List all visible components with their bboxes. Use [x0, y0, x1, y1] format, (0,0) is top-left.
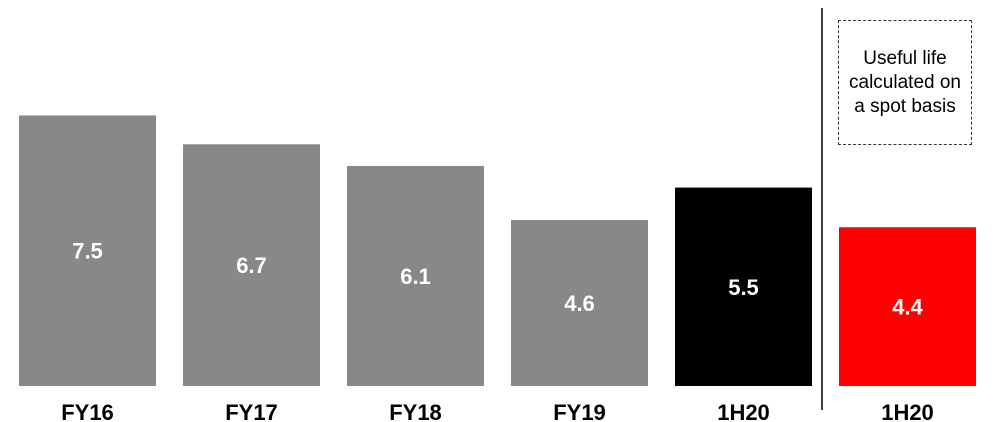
- bar-value-label-2: 6.7: [236, 253, 267, 278]
- annotation-text: Useful life calculated on a spot basis: [849, 47, 961, 117]
- bar-value-label-6: 4.4: [892, 295, 923, 320]
- category-label-5: 1H20: [717, 400, 770, 422]
- bar-value-label-3: 6.1: [400, 264, 431, 289]
- category-label-4: FY19: [553, 400, 606, 422]
- bar-1: [19, 115, 156, 386]
- category-label-6: 1H20: [881, 400, 934, 422]
- annotation-box: Useful life calculated on a spot basis: [838, 20, 972, 145]
- bar-value-label-1: 7.5: [72, 239, 103, 264]
- bar-6: [839, 227, 976, 386]
- bar-2: [183, 144, 320, 386]
- category-label-2: FY17: [225, 400, 278, 422]
- bar-3: [347, 165, 484, 386]
- bar-4: [511, 220, 648, 386]
- category-label-3: FY18: [389, 400, 442, 422]
- bar-5: [675, 187, 812, 386]
- category-label-1: FY16: [61, 400, 114, 422]
- bar-value-label-4: 4.6: [564, 291, 595, 316]
- bar-value-label-5: 5.5: [728, 275, 759, 300]
